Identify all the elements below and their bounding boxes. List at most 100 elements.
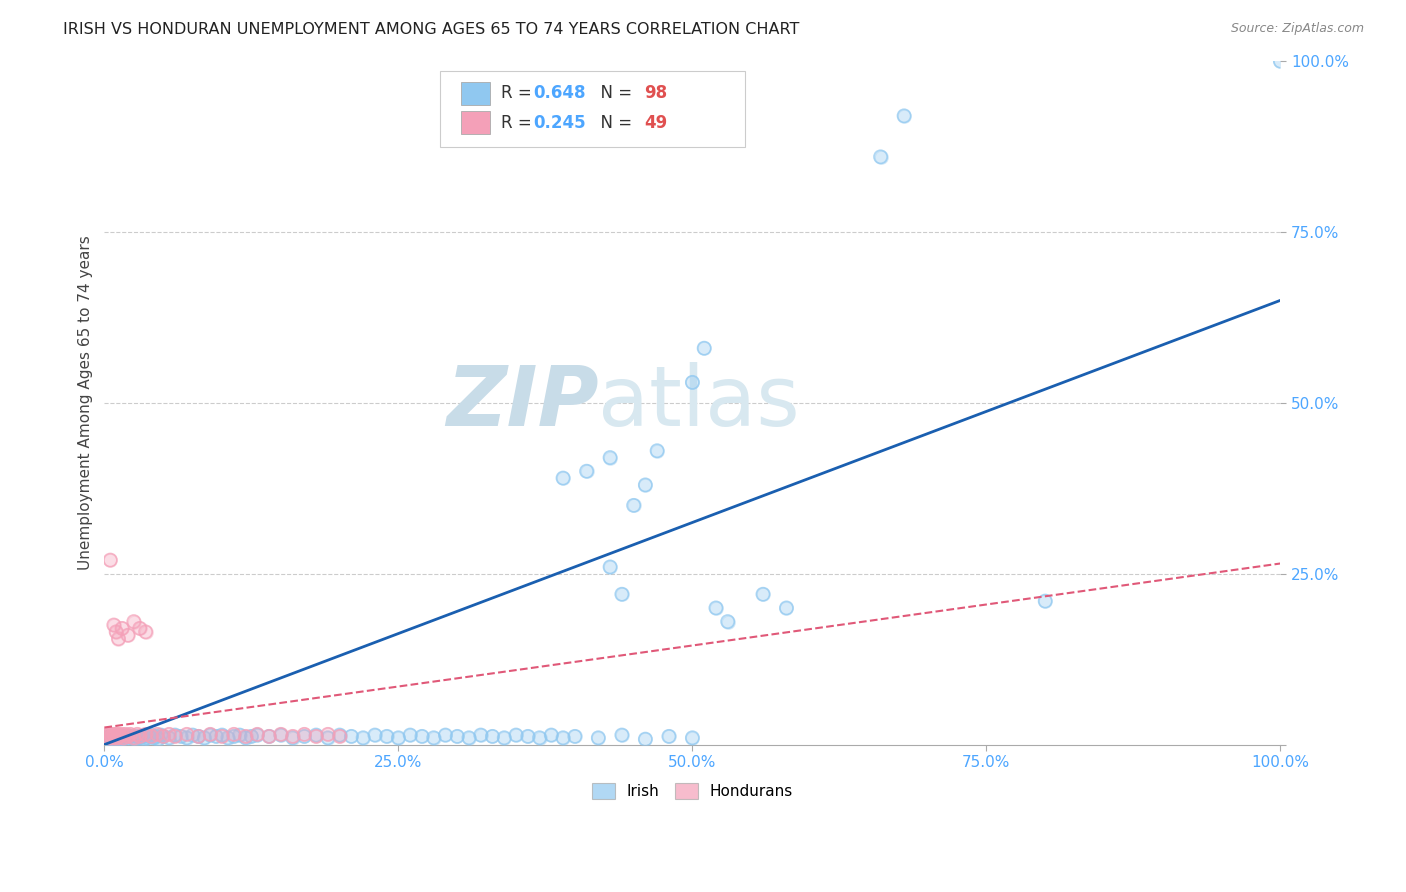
Point (623, 499, 645, 513)
Point (775, 601, 797, 615)
Point (96, 731, 118, 745)
Point (117, 730, 139, 744)
Point (246, 727, 269, 741)
Point (634, 478, 657, 492)
Point (120, 727, 142, 741)
Point (170, 730, 193, 744)
Point (96, 730, 118, 744)
Point (163, 730, 186, 744)
Point (588, 731, 610, 745)
Point (98, 732, 121, 747)
Point (494, 731, 516, 745)
Point (163, 728, 186, 742)
Point (494, 731, 516, 745)
Point (193, 731, 215, 745)
Point (163, 730, 186, 744)
Point (292, 730, 315, 744)
Point (142, 731, 165, 745)
Point (340, 730, 363, 744)
Point (352, 731, 374, 745)
Point (105, 731, 128, 745)
Point (163, 728, 186, 742)
Text: atlas: atlas (599, 362, 800, 443)
Point (540, 728, 562, 742)
Point (411, 730, 433, 744)
Point (329, 728, 352, 742)
Point (114, 730, 136, 744)
Point (599, 450, 621, 465)
Point (107, 632, 129, 646)
Point (135, 727, 157, 741)
Point (176, 731, 198, 745)
Point (128, 621, 150, 635)
Point (187, 730, 209, 744)
Point (316, 727, 339, 741)
Point (122, 615, 145, 629)
Point (217, 731, 239, 745)
Text: N =: N = (591, 113, 637, 132)
Point (111, 732, 134, 747)
Point (599, 450, 621, 465)
Point (110, 730, 132, 744)
Point (96, 731, 118, 745)
Point (122, 615, 145, 629)
Point (1270, 54, 1292, 69)
Text: IRISH VS HONDURAN UNEMPLOYMENT AMONG AGES 65 TO 74 YEARS CORRELATION CHART: IRISH VS HONDURAN UNEMPLOYMENT AMONG AGE… (63, 22, 800, 37)
Point (97, 731, 120, 745)
Point (105, 730, 128, 744)
Point (387, 731, 409, 745)
Point (516, 730, 538, 744)
Point (100, 731, 122, 745)
Point (305, 730, 328, 744)
Point (645, 443, 668, 458)
Point (458, 731, 481, 745)
Point (114, 727, 136, 741)
Point (176, 727, 198, 741)
Point (127, 727, 149, 741)
Point (281, 730, 304, 744)
Point (107, 732, 129, 747)
Point (134, 732, 156, 747)
Point (434, 728, 457, 742)
Point (111, 732, 134, 747)
Point (270, 727, 292, 741)
Point (181, 728, 204, 742)
Point (717, 615, 740, 629)
Point (97, 731, 120, 745)
Point (187, 730, 209, 744)
Point (131, 730, 153, 744)
Point (131, 730, 153, 744)
Point (135, 731, 157, 745)
Point (111, 727, 134, 741)
Point (157, 727, 180, 741)
Point (1033, 594, 1056, 608)
Point (145, 730, 167, 744)
Text: Source: ZipAtlas.com: Source: ZipAtlas.com (1230, 22, 1364, 36)
Point (588, 731, 610, 745)
Point (146, 727, 169, 741)
Point (187, 730, 209, 744)
Point (97, 727, 120, 741)
Point (610, 728, 633, 742)
Point (529, 731, 551, 745)
Point (704, 601, 727, 615)
Point (176, 727, 198, 741)
Point (98, 731, 121, 745)
Point (634, 732, 657, 747)
Point (681, 376, 703, 390)
Point (117, 731, 139, 745)
Point (316, 731, 339, 745)
Point (681, 731, 703, 745)
Point (529, 731, 551, 745)
Point (105, 731, 128, 745)
Point (100, 731, 122, 745)
Point (108, 730, 131, 744)
Text: 0.648: 0.648 (534, 84, 586, 103)
Point (149, 728, 172, 742)
Point (658, 730, 681, 744)
Point (112, 731, 135, 745)
Point (98, 553, 121, 567)
Point (752, 587, 775, 601)
Point (292, 727, 315, 741)
Point (121, 731, 143, 745)
